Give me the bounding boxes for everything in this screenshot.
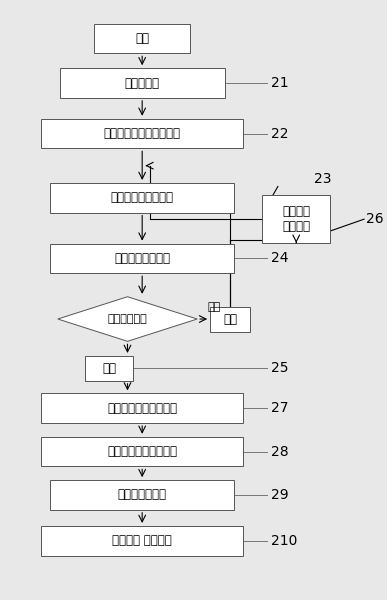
Text: 23: 23 <box>314 172 332 187</box>
FancyBboxPatch shape <box>50 480 234 510</box>
Text: 检测电机转子位置: 检测电机转子位置 <box>114 252 170 265</box>
Text: 28: 28 <box>271 445 288 458</box>
FancyBboxPatch shape <box>210 307 250 332</box>
FancyBboxPatch shape <box>41 437 243 466</box>
Text: 21: 21 <box>271 76 288 90</box>
Text: 上电: 上电 <box>135 32 149 45</box>
Text: 210: 210 <box>271 534 297 548</box>
FancyBboxPatch shape <box>60 68 225 98</box>
Text: 初始化位置启动相映射表: 初始化位置启动相映射表 <box>104 127 181 140</box>
FancyBboxPatch shape <box>50 244 234 273</box>
Text: 26: 26 <box>366 212 384 226</box>
Text: 27: 27 <box>271 401 288 415</box>
Text: 无效: 无效 <box>207 302 220 312</box>
Text: 29: 29 <box>271 488 288 502</box>
Text: 启动结束 正常换相: 启动结束 正常换相 <box>112 534 172 547</box>
Text: 初始化硬件: 初始化硬件 <box>125 77 160 89</box>
Text: 有效: 有效 <box>102 362 116 375</box>
Text: 24: 24 <box>271 251 288 265</box>
FancyBboxPatch shape <box>41 526 243 556</box>
Text: 接通启动相绕组: 接通启动相绕组 <box>118 488 167 502</box>
Text: 无效: 无效 <box>223 313 237 326</box>
Text: 确定双相或者单相启动: 确定双相或者单相启动 <box>107 445 177 458</box>
FancyBboxPatch shape <box>262 196 330 243</box>
Text: 位置是否有效: 位置是否有效 <box>108 314 147 324</box>
FancyBboxPatch shape <box>41 119 243 148</box>
FancyBboxPatch shape <box>41 394 243 423</box>
Text: 读取位置传感器信号: 读取位置传感器信号 <box>111 191 174 204</box>
Text: 25: 25 <box>271 361 288 376</box>
FancyBboxPatch shape <box>94 23 190 53</box>
Polygon shape <box>58 297 197 341</box>
FancyBboxPatch shape <box>85 356 133 381</box>
FancyBboxPatch shape <box>50 183 234 212</box>
Text: 各相轮流
短暂导通: 各相轮流 短暂导通 <box>282 205 310 233</box>
Text: 查找位置启动相对应表: 查找位置启动相对应表 <box>107 401 177 415</box>
Text: 22: 22 <box>271 127 288 140</box>
